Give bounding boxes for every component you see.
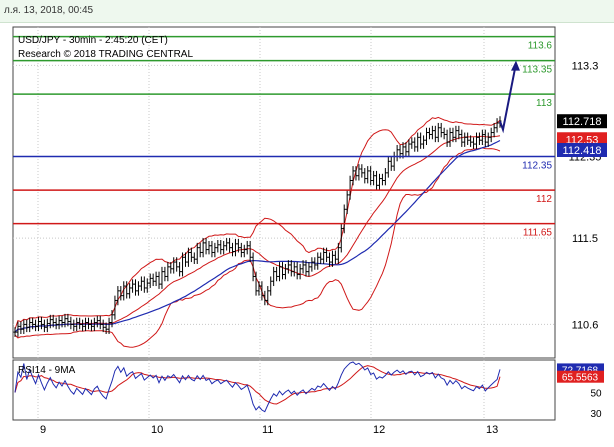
price-tag-label: 112.418 — [563, 145, 602, 157]
rsi-panel — [12, 359, 556, 421]
top-bar: л.я. 13, 2018, 00:45 — [0, 0, 614, 23]
level-label: 111.65 — [523, 228, 553, 239]
bollinger-bands — [14, 116, 501, 348]
rsi-indicator: 503072.716865.5563 — [14, 361, 604, 420]
level-label: 113.35 — [522, 65, 552, 76]
pivot-levels: 113.6 113.35 113 112.35 112 111.65 — [13, 35, 555, 239]
chart-title: USD/JPY - 30min - 2:45:20 (CET) — [18, 35, 168, 46]
forecast-arrow — [499, 68, 516, 134]
upper-band — [14, 116, 501, 330]
price-tag — [557, 132, 607, 147]
price-tag — [557, 142, 607, 157]
rsi-y-tick: 30 — [590, 409, 602, 420]
chart-subtitle: Research © 2018 TRADING CENTRAL — [18, 49, 193, 60]
price-panel — [12, 26, 556, 359]
moving-average — [14, 139, 501, 333]
y-tick-label: 113.3 — [572, 60, 599, 72]
rsi-y-tick: 50 — [590, 389, 602, 400]
timestamp: л.я. 13, 2018, 00:45 — [4, 5, 94, 16]
middle-band — [14, 135, 501, 333]
axes: 113.3112.35111.5110.6112.718112.53112.41… — [40, 60, 607, 436]
lower-band — [14, 147, 501, 348]
x-tick-label: 10 — [151, 424, 163, 436]
level-label: 112 — [536, 194, 552, 205]
x-tick-label: 13 — [486, 424, 498, 436]
rsi-title: RSI14 - 9MA — [18, 365, 76, 376]
forecast-arrowhead — [511, 60, 520, 71]
y-tick-label: 111.5 — [572, 233, 598, 245]
rsi-line — [14, 361, 501, 413]
x-tick-label: 9 — [40, 424, 46, 436]
level-label: 112.35 — [522, 161, 552, 172]
level-label: 113 — [536, 98, 552, 109]
rsi-tag — [557, 370, 604, 383]
rsi-ma-line — [14, 365, 501, 405]
price-tag — [557, 114, 607, 129]
x-tick-label: 12 — [373, 424, 385, 436]
x-tick-label: 11 — [262, 424, 273, 436]
rsi-tag-label: 65.5563 — [562, 373, 599, 384]
price-tag-label: 112.718 — [563, 116, 602, 128]
level-label: 113.6 — [528, 41, 553, 52]
price-series — [13, 116, 502, 337]
y-tick-label: 110.6 — [572, 319, 599, 331]
